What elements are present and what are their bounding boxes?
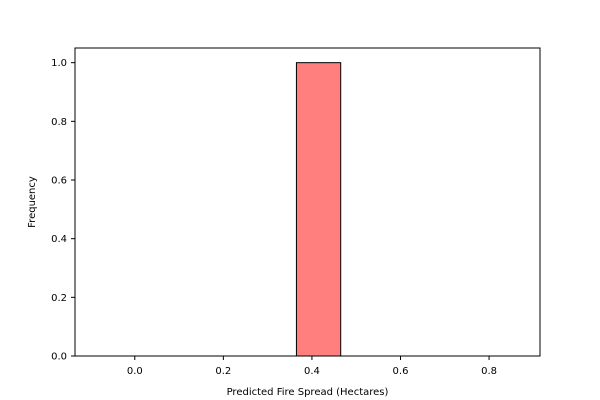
bars-group (295, 62, 342, 357)
y-tick-label: 0.0 (51, 352, 67, 363)
x-tick-label: 0.0 (127, 366, 143, 377)
y-tick-label: 1.0 (51, 58, 67, 69)
y-axis-label: Frequency (27, 176, 38, 228)
plot-frame (74, 47, 541, 357)
y-tick-label: 0.8 (51, 117, 67, 128)
x-axis-label: Predicted Fire Spread (Hectares) (227, 387, 389, 398)
histogram-bar (295, 62, 342, 357)
y-axis-ticks: 0.0 0.2 0.4 0.6 0.8 1.0 (51, 58, 75, 363)
x-tick-label: 0.8 (481, 366, 497, 377)
x-tick-label: 0.4 (304, 366, 320, 377)
y-tick-label: 0.4 (51, 234, 67, 245)
x-tick-label: 0.6 (393, 366, 409, 377)
y-tick-label: 0.6 (51, 176, 67, 187)
x-tick-label: 0.2 (215, 366, 231, 377)
y-tick-label: 0.2 (51, 293, 67, 304)
x-axis-ticks: 0.0 0.2 0.4 0.6 0.8 (127, 356, 497, 377)
